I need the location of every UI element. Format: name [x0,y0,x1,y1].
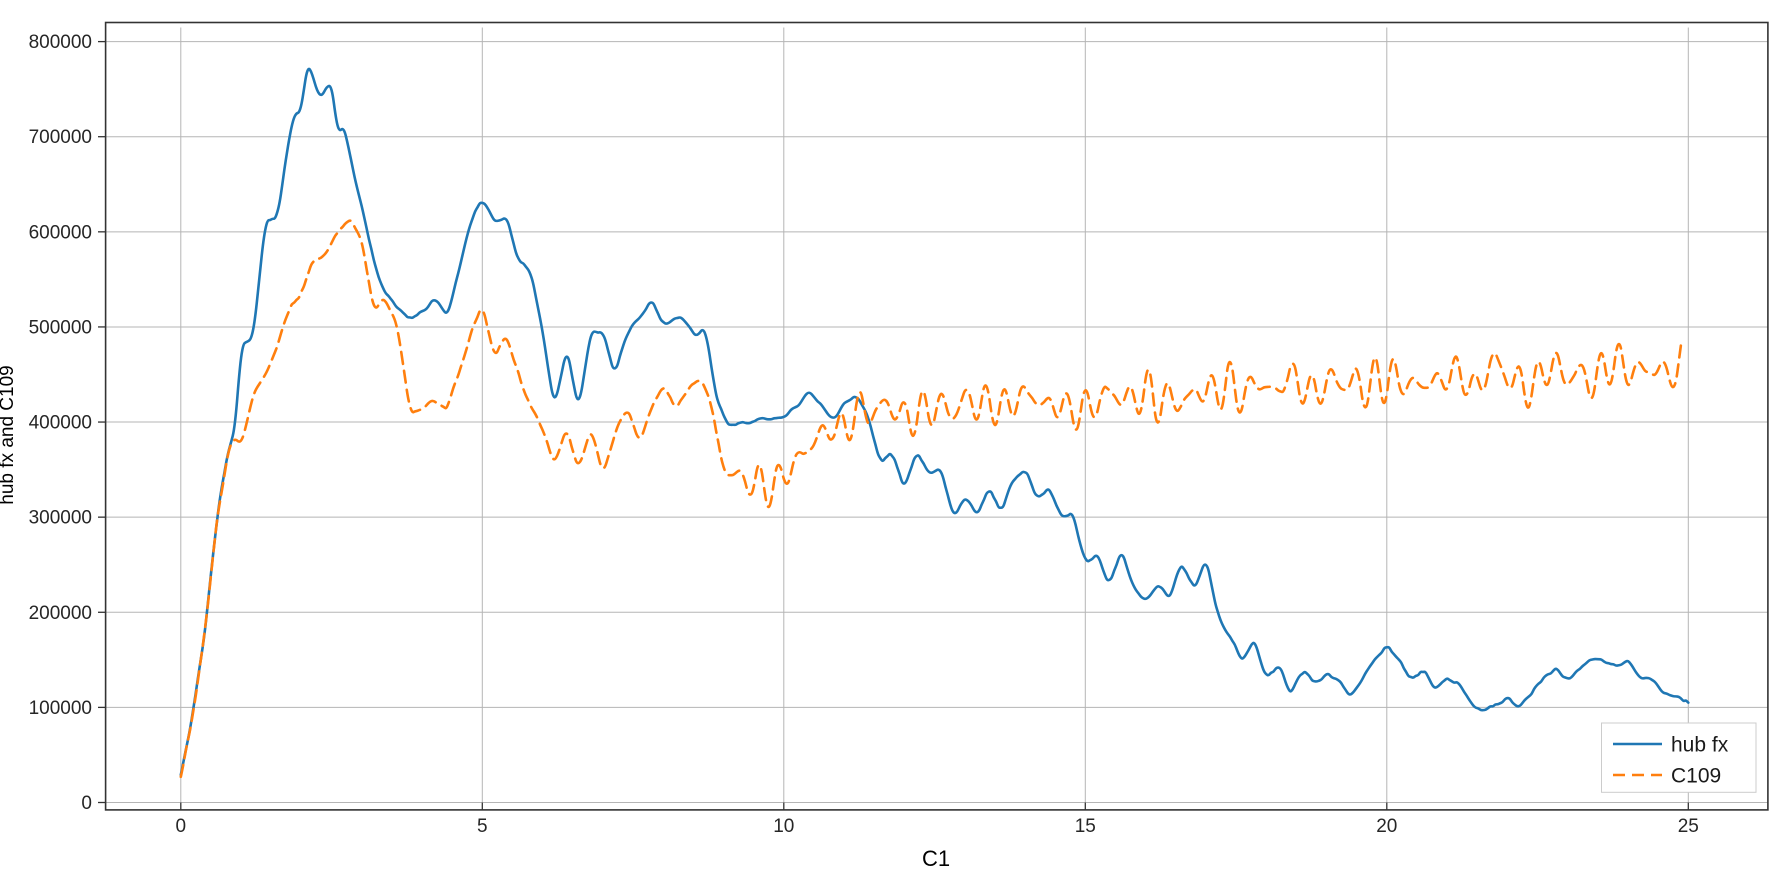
svg-text:20: 20 [1376,816,1397,837]
svg-text:100000: 100000 [29,698,92,719]
svg-text:C1: C1 [922,846,950,871]
svg-text:10: 10 [773,816,794,837]
svg-text:500000: 500000 [29,317,92,338]
svg-text:15: 15 [1075,816,1096,837]
svg-text:25: 25 [1678,816,1699,837]
svg-text:hub fx and C109: hub fx and C109 [0,365,18,504]
svg-text:200000: 200000 [29,603,92,624]
svg-text:300000: 300000 [29,508,92,529]
svg-text:600000: 600000 [29,222,92,243]
svg-text:5: 5 [477,816,488,837]
svg-text:800000: 800000 [29,32,92,53]
svg-text:0: 0 [81,793,92,814]
svg-text:700000: 700000 [29,127,92,148]
svg-text:hub fx: hub fx [1671,734,1729,757]
svg-text:C109: C109 [1671,765,1721,788]
svg-text:0: 0 [176,816,187,837]
svg-text:400000: 400000 [29,413,92,434]
